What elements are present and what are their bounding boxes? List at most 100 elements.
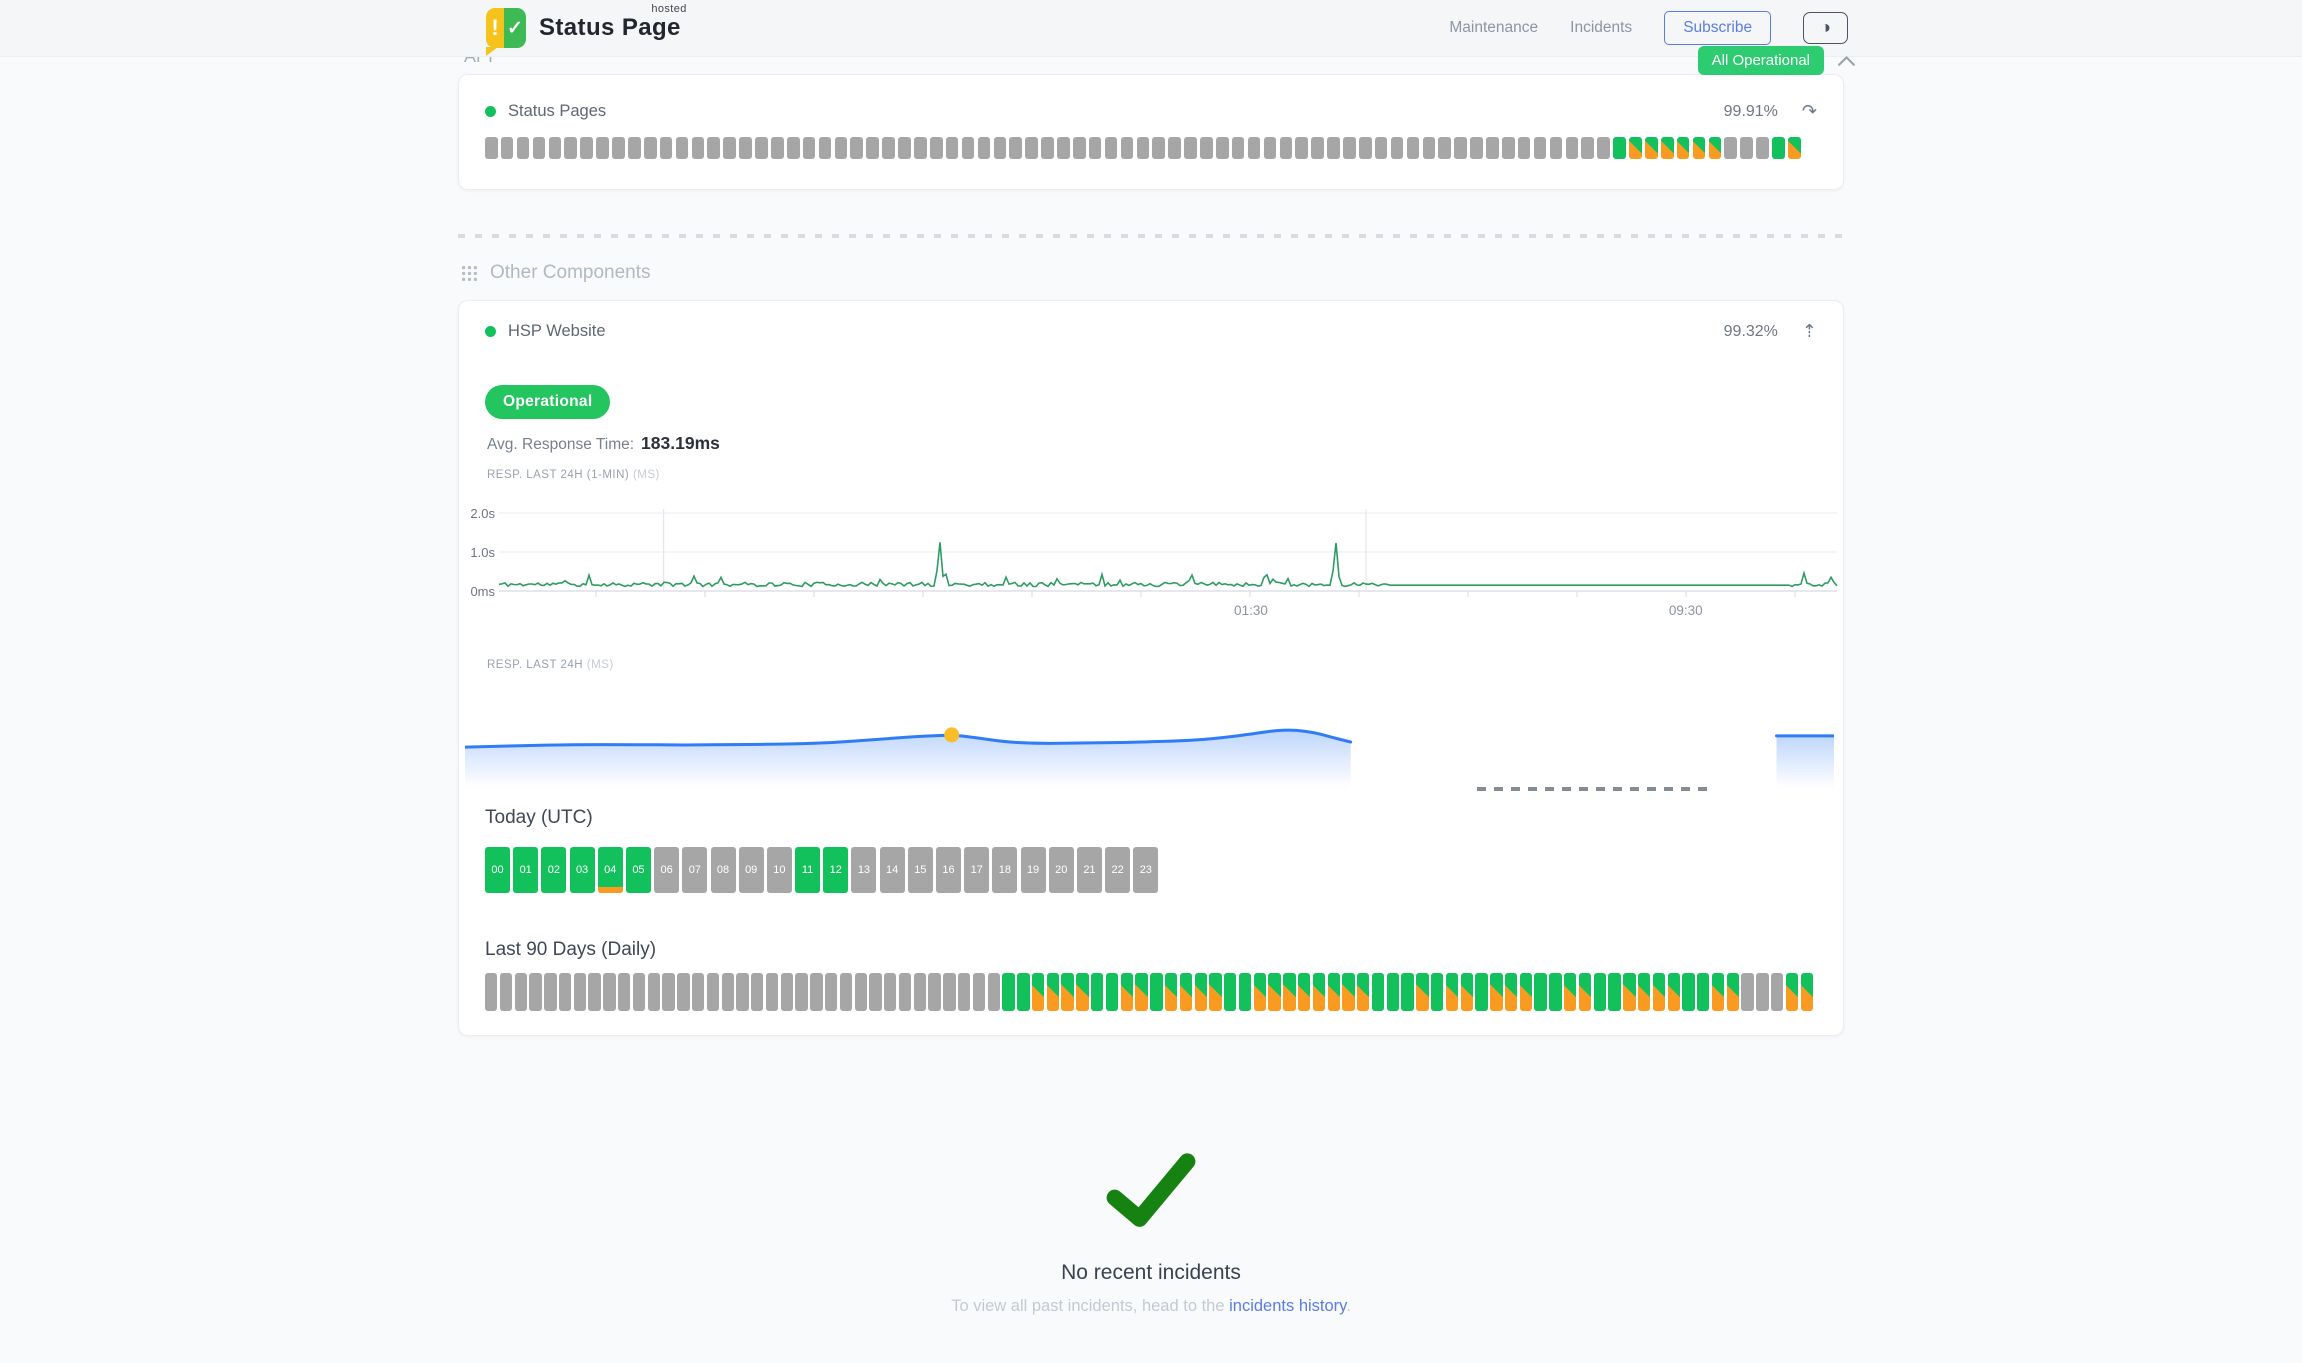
day-segment[interactable] xyxy=(499,973,513,1011)
hour-block-23[interactable]: 23 xyxy=(1133,847,1159,893)
uptime-segment[interactable] xyxy=(1581,137,1595,159)
day-segment[interactable] xyxy=(1460,973,1473,1011)
hour-block-08[interactable]: 08 xyxy=(710,847,736,893)
day-segment[interactable] xyxy=(1534,973,1547,1011)
sparkline-marker[interactable] xyxy=(944,727,960,743)
day-segment[interactable] xyxy=(1785,973,1799,1011)
day-segment[interactable] xyxy=(1179,973,1193,1011)
day-segment[interactable] xyxy=(1770,973,1784,1011)
uptime-segment[interactable] xyxy=(1597,137,1610,159)
uptime-segment[interactable] xyxy=(1438,137,1452,159)
day-segment[interactable] xyxy=(854,973,867,1011)
day-segment[interactable] xyxy=(780,973,794,1011)
uptime-segment[interactable] xyxy=(802,137,816,159)
uptime-segment[interactable] xyxy=(580,137,593,159)
day-segment[interactable] xyxy=(1549,973,1562,1011)
day-segment[interactable] xyxy=(1135,973,1148,1011)
uptime-segment[interactable] xyxy=(1184,137,1197,159)
nav-link-maintenance[interactable]: Maintenance xyxy=(1449,19,1539,36)
day-segment[interactable] xyxy=(1002,973,1015,1011)
day-segment[interactable] xyxy=(1667,973,1680,1011)
component-name[interactable]: HSP Website xyxy=(508,322,606,340)
uptime-segment[interactable] xyxy=(1279,137,1293,159)
status-badge[interactable]: All Operational xyxy=(1697,46,1824,75)
uptime-segment[interactable] xyxy=(643,137,657,159)
day-segment[interactable] xyxy=(1342,973,1355,1011)
uptime-segment[interactable] xyxy=(818,137,832,159)
uptime-segment[interactable] xyxy=(929,137,943,159)
hour-block-18[interactable]: 18 xyxy=(992,847,1018,893)
uptime-segment[interactable] xyxy=(1486,137,1499,159)
day-segment[interactable] xyxy=(1431,973,1444,1011)
uptime-segment[interactable] xyxy=(1247,137,1261,159)
day-segment[interactable] xyxy=(1637,973,1651,1011)
uptime-segment[interactable] xyxy=(1327,137,1340,159)
day-segment[interactable] xyxy=(618,973,631,1011)
uptime-segment[interactable] xyxy=(1517,137,1531,159)
day-segment[interactable] xyxy=(514,973,527,1011)
uptime-segment[interactable] xyxy=(1533,137,1547,159)
day-segment[interactable] xyxy=(1756,973,1769,1011)
hour-block-01[interactable]: 01 xyxy=(513,847,539,893)
uptime-segment[interactable] xyxy=(532,137,546,159)
day-segment[interactable] xyxy=(603,973,616,1011)
day-segment[interactable] xyxy=(1312,973,1326,1011)
hour-block-04[interactable]: 04 xyxy=(597,847,623,893)
refresh-icon[interactable]: ↷ xyxy=(1801,101,1817,121)
uptime-segment[interactable] xyxy=(1104,137,1118,159)
day-segment[interactable] xyxy=(1297,973,1311,1011)
hour-block-21[interactable]: 21 xyxy=(1076,847,1102,893)
day-segment[interactable] xyxy=(1031,973,1045,1011)
day-segment[interactable] xyxy=(1445,973,1459,1011)
day-segment[interactable] xyxy=(751,973,764,1011)
uptime-segment[interactable] xyxy=(993,137,1007,159)
day-segment[interactable] xyxy=(1283,973,1296,1011)
uptime-segment[interactable] xyxy=(850,137,864,159)
uptime-segment[interactable] xyxy=(691,137,705,159)
chevron-up-icon[interactable] xyxy=(1837,54,1856,67)
uptime-segment[interactable] xyxy=(945,137,959,159)
hour-block-13[interactable]: 13 xyxy=(851,847,877,893)
hour-block-02[interactable]: 02 xyxy=(541,847,567,893)
day-segment[interactable] xyxy=(884,973,897,1011)
day-segment[interactable] xyxy=(972,973,986,1011)
day-segment[interactable] xyxy=(1357,973,1370,1011)
day-segment[interactable] xyxy=(573,973,587,1011)
uptime-segment[interactable] xyxy=(1502,137,1515,159)
day-segment[interactable] xyxy=(588,973,601,1011)
day-segment[interactable] xyxy=(1076,973,1089,1011)
uptime-segment[interactable] xyxy=(612,137,625,159)
hour-block-20[interactable]: 20 xyxy=(1048,847,1074,893)
uptime-segment[interactable] xyxy=(882,137,895,159)
day-segment[interactable] xyxy=(1608,973,1621,1011)
day-segment[interactable] xyxy=(485,973,498,1011)
hour-block-10[interactable]: 10 xyxy=(766,847,792,893)
day-segment[interactable] xyxy=(1061,973,1074,1011)
day-segment[interactable] xyxy=(691,973,705,1011)
day-segment[interactable] xyxy=(824,973,838,1011)
day-segment[interactable] xyxy=(632,973,646,1011)
day-segment[interactable] xyxy=(1105,973,1119,1011)
nav-link-incidents[interactable]: Incidents xyxy=(1570,19,1633,36)
uptime-segment[interactable] xyxy=(1645,137,1658,159)
uptime-segment[interactable] xyxy=(1724,137,1738,159)
uptime-segment[interactable] xyxy=(771,137,784,159)
hour-block-07[interactable]: 07 xyxy=(682,847,708,893)
uptime-segment[interactable] xyxy=(1168,137,1181,159)
day-segment[interactable] xyxy=(1401,973,1414,1011)
uptime-segment[interactable] xyxy=(961,137,975,159)
day-segment[interactable] xyxy=(1224,973,1237,1011)
day-segment[interactable] xyxy=(1164,973,1178,1011)
day-segment[interactable] xyxy=(1711,973,1725,1011)
day-segment[interactable] xyxy=(1046,973,1060,1011)
uptime-segment[interactable] xyxy=(1025,137,1038,159)
day-segment[interactable] xyxy=(987,973,1000,1011)
day-segment[interactable] xyxy=(1475,973,1488,1011)
uptime-segment[interactable] xyxy=(1406,137,1420,159)
uptime-segment[interactable] xyxy=(1660,137,1674,159)
day-segment[interactable] xyxy=(677,973,690,1011)
uptime-segment[interactable] xyxy=(1072,137,1086,159)
uptime-segment[interactable] xyxy=(659,137,673,159)
uptime-segment[interactable] xyxy=(1613,137,1626,159)
hour-block-17[interactable]: 17 xyxy=(964,847,990,893)
